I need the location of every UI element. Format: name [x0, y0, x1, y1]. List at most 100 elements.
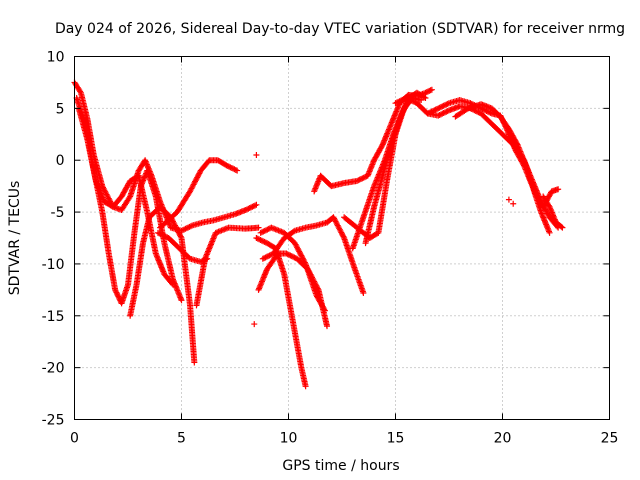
data-point	[126, 194, 133, 201]
data-point	[474, 108, 481, 115]
data-point	[266, 252, 273, 259]
data-point	[467, 100, 474, 107]
data-point	[178, 297, 185, 304]
data-point	[321, 307, 328, 314]
data-point	[244, 206, 251, 213]
data-point	[260, 238, 267, 245]
data-point	[422, 94, 429, 101]
x-tick-label: 15	[387, 431, 405, 447]
series-track-10	[257, 224, 328, 314]
data-point	[224, 163, 231, 170]
data-point	[114, 292, 121, 299]
data-point	[437, 104, 444, 111]
data-point	[290, 253, 297, 260]
data-point	[261, 255, 268, 262]
data-point	[250, 203, 257, 210]
data-point	[290, 228, 297, 235]
data-point	[249, 203, 256, 210]
data-point	[418, 97, 425, 104]
data-point	[286, 251, 293, 258]
data-point	[355, 177, 362, 184]
data-point	[340, 233, 347, 240]
data-point	[179, 227, 186, 234]
data-point	[226, 163, 233, 170]
series-outliers	[251, 152, 517, 328]
data-point	[409, 98, 416, 105]
data-point	[248, 204, 255, 211]
data-point	[162, 233, 169, 240]
data-point	[187, 223, 194, 230]
x-tick-label: 25	[601, 431, 619, 447]
data-point	[253, 152, 260, 159]
data-point	[161, 233, 168, 240]
data-point	[112, 286, 119, 293]
x-tick-label: 5	[177, 431, 186, 447]
series-track-20	[540, 193, 566, 231]
data-point	[157, 231, 164, 238]
data-point	[431, 107, 438, 114]
data-point	[425, 109, 432, 116]
data-point	[546, 229, 553, 236]
data-point	[545, 202, 552, 209]
data-point	[283, 250, 290, 257]
data-point	[154, 229, 161, 236]
data-point	[441, 109, 448, 116]
y-tick-label: -5	[51, 205, 65, 221]
series-track-17	[392, 94, 562, 231]
data-point	[183, 225, 190, 232]
data-point	[113, 289, 120, 296]
data-point	[115, 293, 122, 300]
data-point	[407, 96, 414, 103]
series-track-16	[349, 94, 414, 252]
data-point	[392, 100, 399, 107]
data-point	[424, 110, 431, 117]
data-point	[228, 164, 235, 171]
data-point	[441, 102, 448, 109]
data-point	[429, 107, 436, 114]
data-point	[186, 223, 193, 230]
y-tick-label: -25	[42, 413, 65, 429]
data-point	[378, 142, 385, 149]
data-point	[288, 253, 295, 260]
data-point	[267, 251, 274, 258]
data-point	[284, 251, 291, 258]
y-tick-label: 0	[56, 153, 65, 169]
data-point	[234, 167, 241, 174]
series-track-13	[311, 86, 435, 195]
y-tick-label: 5	[56, 101, 65, 117]
chart-title: Day 024 of 2026, Sidereal Day-to-day VTE…	[55, 21, 625, 37]
data-point	[439, 103, 446, 110]
data-point	[433, 106, 440, 113]
data-point	[443, 108, 450, 115]
data-point	[245, 205, 252, 212]
data-point	[428, 86, 435, 93]
data-point	[259, 229, 266, 236]
series-track-4	[127, 203, 198, 366]
data-point	[251, 321, 258, 328]
axes: 0 5 10 15 20 25 -25 -20 -15 -10 -5 0 5 10	[42, 50, 619, 447]
data-point	[399, 96, 406, 103]
data-point	[555, 186, 562, 193]
x-tick-label: 10	[280, 431, 298, 447]
data-point	[256, 236, 263, 243]
data-point	[435, 112, 442, 119]
series-track-5	[154, 229, 211, 265]
data-point	[265, 253, 272, 260]
data-point	[287, 252, 294, 259]
data-point	[440, 102, 447, 109]
data-point	[114, 290, 121, 297]
data-point	[160, 232, 167, 239]
data-point	[259, 255, 266, 262]
data-point	[257, 236, 264, 243]
data-point	[475, 109, 482, 116]
data-point	[558, 223, 565, 230]
data-point	[432, 106, 439, 113]
data-point	[254, 235, 261, 242]
y-tick-label: -10	[42, 257, 65, 273]
data-point	[435, 105, 442, 112]
data-point	[255, 224, 262, 231]
data-point	[353, 177, 360, 184]
series-track-19	[452, 101, 562, 210]
data-point	[360, 174, 367, 181]
